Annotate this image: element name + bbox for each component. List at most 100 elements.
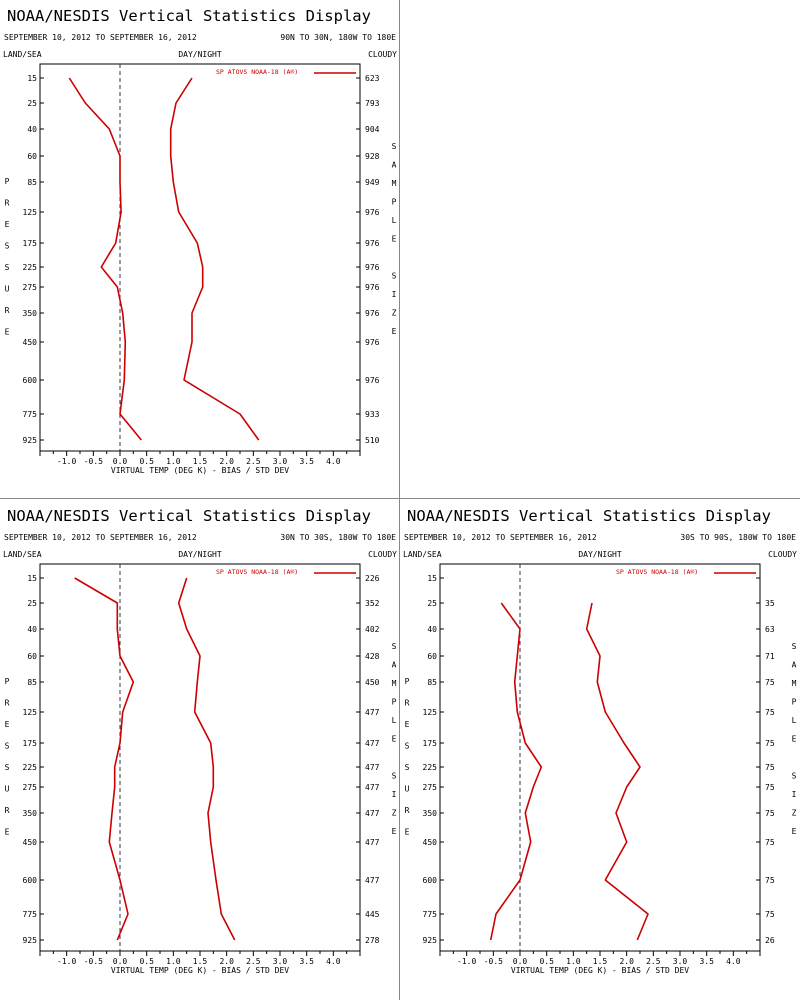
x-tick-label: 2.5	[246, 957, 261, 966]
day-night-label: DAY/NIGHT	[578, 550, 622, 559]
pressure-label: 600	[423, 876, 438, 885]
pressure-axis-letter: R	[405, 699, 410, 708]
x-tick-label: -1.0	[57, 957, 76, 966]
sample-size-axis-letter: A	[392, 161, 397, 170]
x-axis-label: VIRTUAL TEMP (DEG K) - BIAS / STD DEV	[111, 466, 289, 475]
pressure-label: 85	[27, 678, 37, 687]
pressure-axis-letter: E	[405, 828, 410, 837]
x-tick-label: 3.5	[699, 957, 714, 966]
pressure-axis-letter: S	[405, 763, 410, 772]
pressure-label: 775	[23, 410, 38, 419]
sample-size-label: 445	[365, 910, 380, 919]
sample-size-axis-letter: E	[392, 735, 397, 744]
bias-line	[68, 77, 142, 441]
date-range: SEPTEMBER 10, 2012 TO SEPTEMBER 16, 2012	[4, 533, 197, 542]
pressure-label: 125	[23, 708, 38, 717]
x-tick-label: -1.0	[457, 957, 476, 966]
x-tick-label: -1.0	[57, 457, 76, 466]
x-tick-label: 0.0	[113, 457, 128, 466]
pressure-label: 85	[27, 178, 37, 187]
cloudy-label: CLOUDY	[368, 50, 397, 59]
pressure-axis-letter: U	[405, 785, 410, 794]
sample-size-axis-letter: S	[792, 642, 797, 651]
pressure-label: 350	[23, 309, 38, 318]
pressure-label: 350	[423, 809, 438, 818]
pressure-axis-letter: S	[5, 742, 10, 751]
pressure-axis-letter: P	[5, 177, 10, 186]
std-dev-line	[585, 602, 649, 941]
pressure-label: 85	[427, 678, 437, 687]
sample-size-label: 477	[365, 763, 380, 772]
pressure-axis-letter: R	[405, 806, 410, 815]
sample-size-axis-letter: S	[392, 272, 397, 281]
panel-divider-vertical-bottom	[399, 499, 400, 1000]
pressure-label: 60	[27, 152, 37, 161]
sample-size-label: 976	[365, 208, 380, 217]
pressure-label: 60	[27, 652, 37, 661]
sample-size-label: 75	[765, 763, 775, 772]
pressure-label: 600	[23, 876, 38, 885]
x-tick-label: 3.0	[273, 457, 288, 466]
sample-size-axis-letter: S	[792, 772, 797, 781]
x-tick-label: 3.5	[299, 957, 314, 966]
pressure-label: 925	[23, 436, 38, 445]
pressure-label: 775	[423, 910, 438, 919]
pressure-label: 15	[27, 574, 37, 583]
pressure-axis-letter: E	[5, 220, 10, 229]
sample-size-axis-letter: A	[792, 661, 797, 670]
sample-size-axis-letter: L	[392, 216, 397, 225]
pressure-label: 350	[23, 809, 38, 818]
sample-size-label: 623	[365, 74, 380, 83]
sample-size-label: 428	[365, 652, 380, 661]
pressure-axis-letter: S	[5, 763, 10, 772]
sample-size-label: 976	[365, 376, 380, 385]
sample-size-label: 75	[765, 876, 775, 885]
sample-size-label: 63	[765, 625, 775, 634]
sample-size-label: 226	[365, 574, 380, 583]
chart-panel-north: NOAA/NESDIS Vertical Statistics Display S…	[3, 7, 397, 475]
sample-size-axis-letter: E	[392, 827, 397, 836]
sample-size-label: 75	[765, 708, 775, 717]
sample-size-label: 278	[365, 936, 380, 945]
pressure-label: 15	[27, 74, 37, 83]
land-sea-label: LAND/SEA	[3, 50, 42, 59]
pressure-axis-letter: U	[5, 785, 10, 794]
sample-size-axis-letter: E	[792, 827, 797, 836]
cloudy-label: CLOUDY	[768, 550, 797, 559]
pressure-axis-letter: R	[5, 699, 10, 708]
legend-label: SP ATOVS NOAA-18 (A®)	[616, 568, 698, 576]
x-tick-label: 2.5	[246, 457, 261, 466]
sample-size-label: 477	[365, 783, 380, 792]
x-tick-label: 0.0	[113, 957, 128, 966]
sample-size-label: 477	[365, 838, 380, 847]
pressure-axis-letter: S	[405, 742, 410, 751]
x-tick-label: 0.5	[139, 457, 154, 466]
std-dev-line	[169, 77, 260, 441]
sample-size-axis-letter: E	[392, 327, 397, 336]
pressure-label: 275	[23, 283, 38, 292]
sample-size-label: 477	[365, 809, 380, 818]
plot-frame	[439, 563, 761, 952]
sample-size-axis-letter: P	[392, 698, 397, 707]
sample-size-label: 976	[365, 239, 380, 248]
pressure-axis-letter: S	[5, 263, 10, 272]
sample-size-axis-letter: M	[392, 179, 397, 188]
pressure-label: 40	[27, 125, 37, 134]
sample-size-label: 26	[765, 936, 775, 945]
sample-size-axis-letter: I	[392, 790, 397, 799]
pressure-axis-letter: E	[405, 720, 410, 729]
pressure-label: 175	[23, 239, 38, 248]
pressure-axis-letter: P	[405, 677, 410, 686]
sample-size-label: 933	[365, 410, 380, 419]
x-tick-label: 1.0	[166, 957, 181, 966]
sample-size-label: 477	[365, 739, 380, 748]
sample-size-label: 928	[365, 152, 380, 161]
x-tick-label: 2.0	[219, 457, 234, 466]
date-range: SEPTEMBER 10, 2012 TO SEPTEMBER 16, 2012	[4, 33, 197, 42]
sample-size-label: 976	[365, 263, 380, 272]
main-title: NOAA/NESDIS Vertical Statistics Display	[407, 507, 771, 525]
x-tick-label: 2.0	[619, 957, 634, 966]
sample-size-label: 976	[365, 283, 380, 292]
sample-size-label: 450	[365, 678, 380, 687]
pressure-label: 600	[23, 376, 38, 385]
